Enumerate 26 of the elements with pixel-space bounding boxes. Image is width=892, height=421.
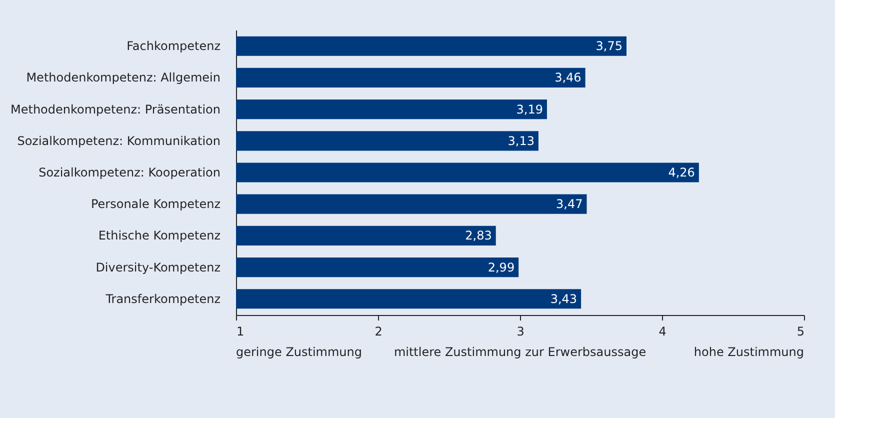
y-tick-label: Methodenkompetenz: Allgemein xyxy=(26,70,220,85)
y-tick-label: Transferkompetenz xyxy=(104,292,220,306)
x-tick-label: 3 xyxy=(516,324,524,338)
x-tick-label: 4 xyxy=(658,324,666,338)
data-label: 3,47 xyxy=(556,197,583,212)
y-tick-label: Diversity-Kompetenz xyxy=(96,260,220,274)
y-tick-label: Ethische Kompetenz xyxy=(98,228,220,243)
text: hohe Zustimmung xyxy=(694,345,804,359)
y-tick-label: Personale Kompetenz xyxy=(90,197,220,212)
x-tick-label: 5 xyxy=(796,324,804,338)
data-label: 3,13 xyxy=(508,134,534,148)
data-label: 3,19 xyxy=(516,102,543,116)
text: mittlere Zustimmung zur Erwerbsaussage xyxy=(394,345,646,359)
data-label: 3,75 xyxy=(596,39,622,54)
data-label: 4,26 xyxy=(668,166,695,180)
y-tick-label: Sozialkompetenz: Kooperation xyxy=(38,166,220,180)
x-tick-label: 1 xyxy=(236,324,244,338)
data-label: 2,99 xyxy=(488,260,515,274)
y-tick-label: Fachkompetenz xyxy=(126,39,220,54)
y-tick-label: Sozialkompetenz: Kommunikation xyxy=(17,134,220,148)
y-tick-label: Methodenkompetenz: Präsentation xyxy=(10,102,220,116)
data-label: 2,83 xyxy=(465,228,492,243)
x-tick-label: 2 xyxy=(374,324,382,338)
data-label: 3,46 xyxy=(554,70,582,85)
text: geringe Zustimmung xyxy=(236,345,362,359)
data-label: 3,43 xyxy=(550,292,578,306)
